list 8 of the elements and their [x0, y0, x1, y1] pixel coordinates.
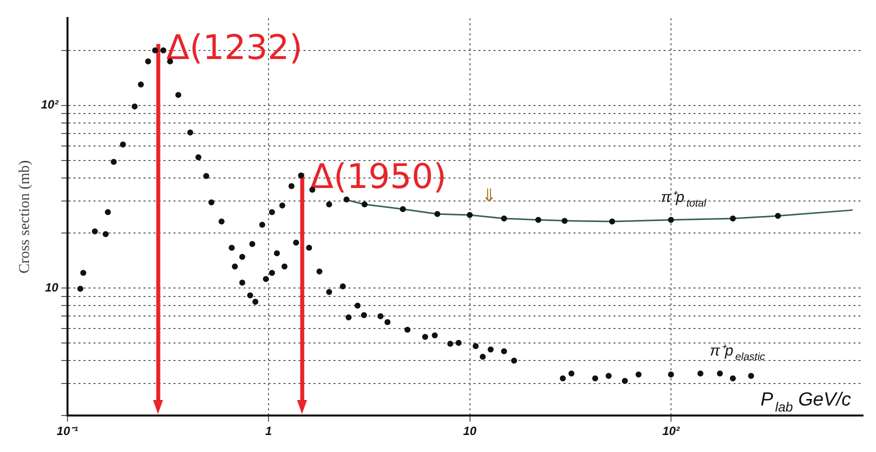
- x-tick-label: 1: [265, 424, 272, 438]
- annotation: ⇓: [481, 186, 497, 207]
- x-tick-label: 10²: [662, 424, 681, 438]
- ref-line-label: Δ(1950): [310, 157, 447, 198]
- ref-line-label: Δ(1232): [166, 28, 303, 68]
- x-tick-label: 10⁻¹: [56, 424, 78, 438]
- y-axis-title: Cross section (mb): [16, 160, 33, 274]
- x-tick-label: 10: [463, 424, 477, 438]
